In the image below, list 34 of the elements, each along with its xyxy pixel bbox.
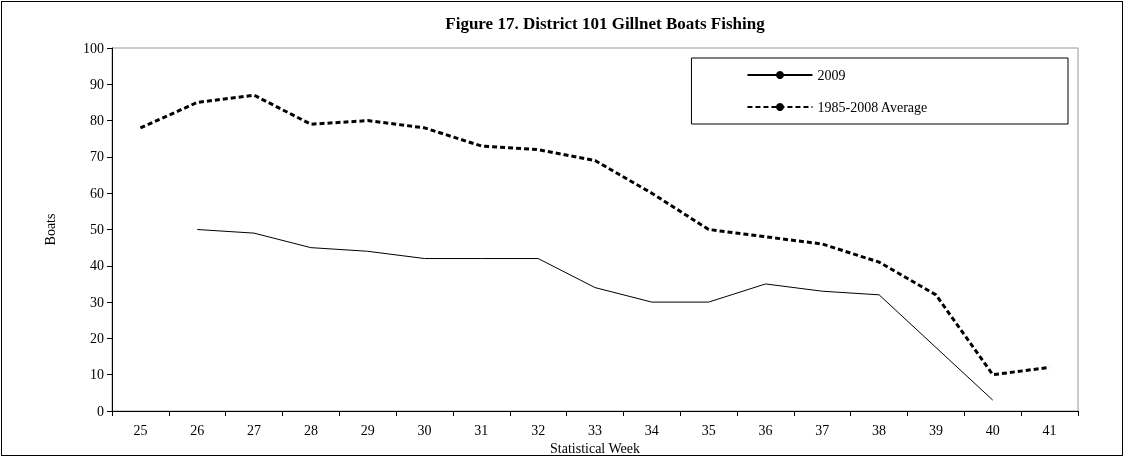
x-tick-label: 34: [644, 422, 659, 438]
y-tick-label: 10: [90, 367, 104, 383]
x-tick-label: 27: [247, 422, 262, 438]
y-tick-label: 50: [90, 222, 104, 237]
y-tick-label: 30: [90, 294, 104, 310]
y-tick-label: 70: [90, 149, 104, 165]
x-tick-label: 36: [758, 422, 773, 438]
x-tick-label: 30: [417, 422, 432, 438]
y-axis-title: Boats: [42, 213, 58, 246]
x-tick-label: 37: [815, 422, 830, 438]
legend-label: 1985-2008 Average: [817, 99, 928, 115]
x-tick-label: 25: [133, 422, 148, 438]
y-tick-label: 20: [90, 330, 104, 346]
y-tick-label: 0: [97, 403, 104, 419]
x-tick-label: 35: [701, 422, 716, 438]
x-tick-label: 38: [872, 422, 887, 438]
y-tick-label: 40: [90, 258, 104, 274]
x-tick-label: 39: [928, 422, 943, 438]
y-tick-label: 90: [90, 76, 104, 92]
x-tick-label: 33: [588, 422, 602, 438]
y-tick-label: 80: [90, 113, 104, 129]
x-axis-title: Statistical Week: [550, 441, 640, 457]
x-tick-label: 41: [1042, 422, 1057, 438]
chart-title: Figure 17. District 101 Gillnet Boats Fishing: [445, 14, 766, 33]
y-tick-label: 60: [90, 185, 104, 201]
y-tick-label: 100: [83, 40, 104, 56]
x-tick-label: 29: [360, 422, 375, 438]
x-tick-label: 28: [303, 422, 318, 438]
legend-label: 2009: [817, 67, 846, 83]
x-tick-label: 26: [190, 422, 205, 438]
x-tick-label: 31: [474, 422, 489, 438]
x-tick-label: 40: [985, 422, 1000, 438]
x-tick-label: 32: [531, 422, 546, 438]
line-series: [196, 229, 994, 401]
